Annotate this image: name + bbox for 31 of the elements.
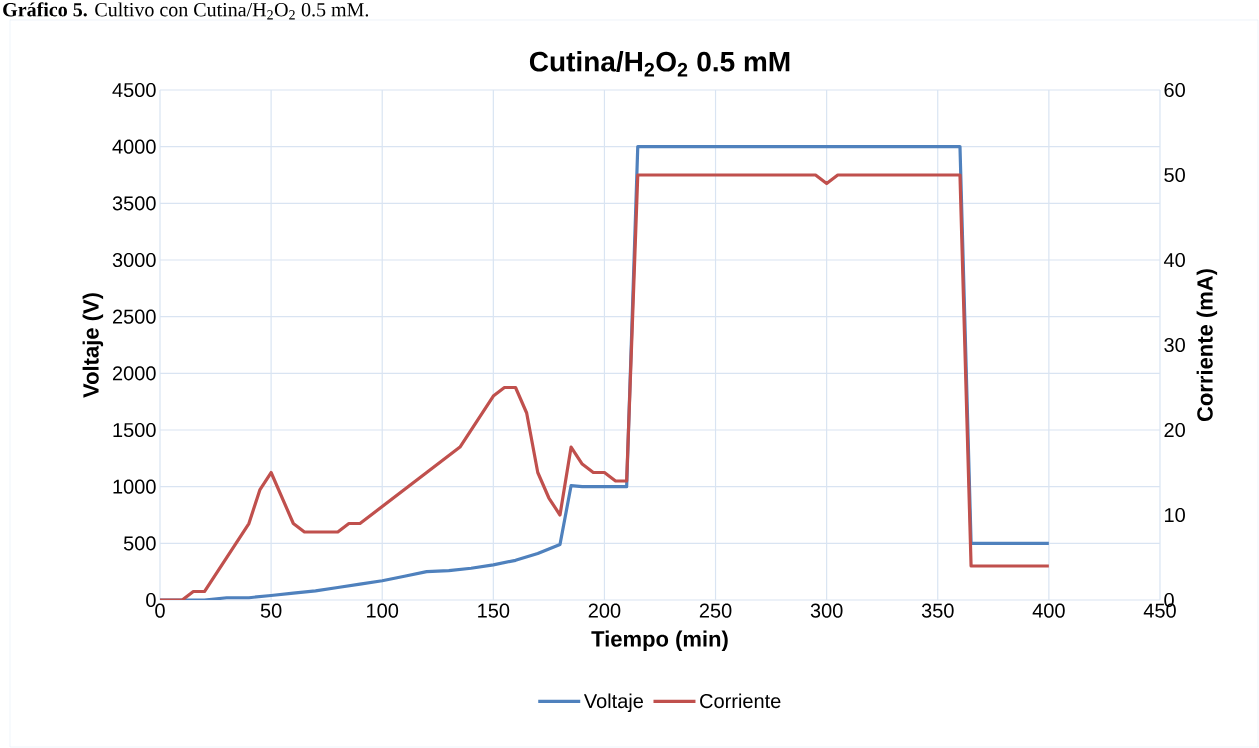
y2-tick-label: 40: [1163, 252, 1185, 268]
y-tick-label: 2500: [112, 309, 156, 324]
text: Gráfico 5. Cultivo con Cutina/H$_{2}$O$_{2}$ 0.5 mM.: [3, 2, 369, 20]
y2-tick-label: 60: [1164, 82, 1185, 98]
y-tick-label: 4000: [112, 139, 156, 154]
x-tick-label: 400: [1032, 603, 1065, 618]
legend-label: Voltaje: [583, 693, 643, 713]
y2-tick-label: 20: [1164, 422, 1185, 438]
y2-tick-label: 30: [1164, 337, 1185, 353]
y-tick-label: 2000: [112, 366, 156, 381]
x-tick-label: 150: [478, 603, 510, 618]
x-tick-label: 200: [588, 603, 621, 618]
y-tick-label: 1000: [113, 479, 156, 494]
x-tick-label: 350: [921, 603, 954, 618]
x-axis-title: Tiempo (min): [591, 630, 728, 652]
y-tick-label: 0: [146, 592, 156, 608]
x-tick-label: 250: [699, 603, 732, 618]
x-tick-label: 300: [810, 603, 843, 618]
legend-label: Corriente: [700, 693, 781, 709]
y2-axis-title: Corriente (mA): [1196, 269, 1218, 422]
x-tick-label: 50: [260, 603, 282, 618]
y-tick-label: 3500: [112, 196, 156, 211]
y2-tick-label: 50: [1164, 167, 1185, 183]
chart-title: Cutina/H$_{2}$O$_{2}$ 0.5 mM: [529, 51, 790, 77]
y-axis-title: Voltaje (V): [82, 293, 104, 398]
y-tick-label: 1500: [113, 422, 156, 438]
x-tick-label: 100: [367, 603, 399, 618]
y-tick-label: 3000: [112, 252, 156, 268]
y-tick-label: 500: [123, 536, 156, 551]
y-tick-label: 4500: [112, 82, 156, 98]
y2-tick-label: 10: [1165, 507, 1185, 523]
